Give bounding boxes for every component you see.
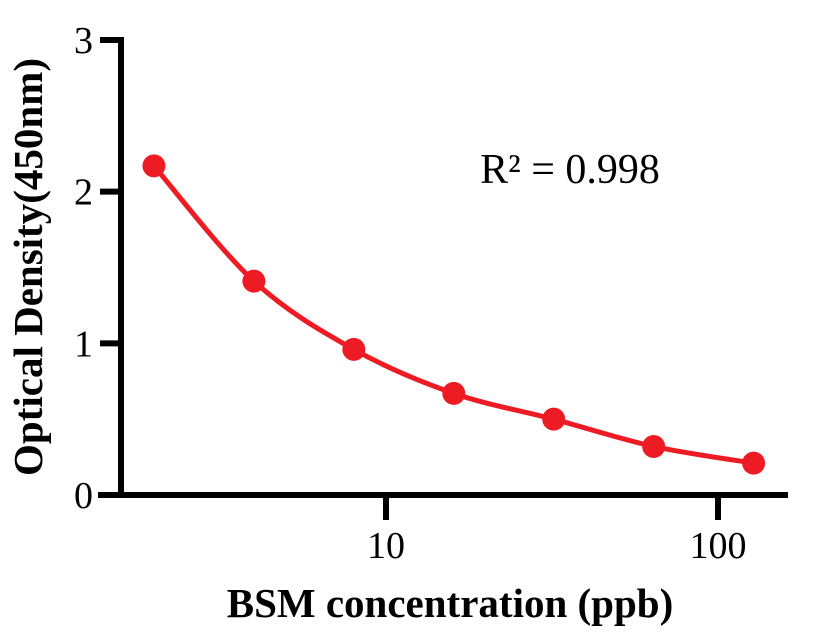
data-point-marker — [742, 451, 766, 475]
fit-curve — [151, 163, 757, 466]
y-tick-label: 0 — [74, 475, 93, 517]
y-axis-label: Optical Density(450nm) — [5, 58, 51, 476]
y-tick-label: 3 — [74, 20, 93, 62]
axis-ticks — [100, 36, 721, 520]
tick-labels: 0 1 2 3 10 100 — [74, 20, 747, 567]
y-tick-label: 1 — [74, 323, 93, 365]
x-tick-label: 10 — [367, 525, 405, 567]
axes — [98, 37, 788, 498]
data-point-marker — [242, 269, 266, 293]
fit-curve-path — [151, 163, 757, 466]
data-point-marker — [342, 337, 366, 361]
r-squared-annotation: R² = 0.998 — [480, 147, 660, 193]
x-axis-label: BSM concentration (ppb) — [226, 580, 674, 626]
x-tick-label: 100 — [690, 525, 747, 567]
data-point-marker — [142, 154, 166, 178]
data-point-marker — [642, 434, 666, 458]
data-point-marker — [542, 407, 566, 431]
data-point-marker — [442, 381, 466, 405]
y-tick-label: 2 — [74, 172, 93, 214]
data-points — [142, 154, 766, 475]
